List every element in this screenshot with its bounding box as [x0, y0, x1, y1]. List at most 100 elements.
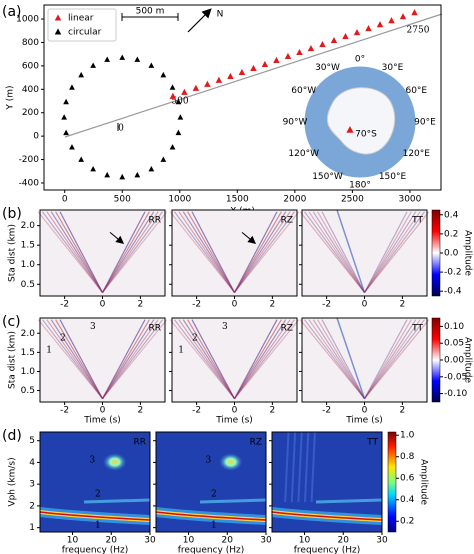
arrow [109, 231, 125, 244]
annotation: 3 [222, 322, 228, 332]
subplot: TT 10 20 30 frequency (Hz) [269, 431, 388, 554]
inset-site [346, 126, 354, 133]
x-tick-label: 30 [260, 536, 272, 546]
image [172, 318, 297, 402]
x-axis-label: frequency (Hz) [294, 546, 361, 554]
image [302, 318, 427, 402]
moveout [42, 319, 163, 400]
annotation: 500 m [136, 7, 165, 17]
station [181, 88, 188, 95]
annotation: 2 [95, 490, 101, 500]
station [148, 165, 155, 172]
moveout [182, 211, 287, 293]
inset-label: 180° [349, 181, 371, 191]
band [199, 498, 267, 504]
image [40, 210, 165, 296]
x-tick-label: 0 [100, 300, 106, 310]
x-tick-label: 2 [138, 406, 144, 416]
axes-frame [39, 431, 151, 533]
x-tick-label: 2000 [283, 195, 306, 205]
moveout [321, 319, 408, 399]
station [411, 9, 418, 16]
legend-label: linear [68, 14, 94, 24]
y-tick-label: 800 [22, 38, 39, 48]
annotation: 3 [90, 322, 96, 332]
station [119, 54, 126, 60]
inset-label: 0° [355, 55, 365, 65]
y-tick-label: 2.0 [21, 329, 36, 339]
x-tick-label: 2 [400, 300, 406, 310]
moveout [317, 319, 412, 399]
axes-frame [271, 431, 383, 533]
station [90, 165, 97, 172]
inset-continent [326, 87, 396, 155]
y-tick-label: 1.0 [21, 260, 36, 270]
moveout [312, 211, 417, 293]
subplot-title: RR [148, 216, 161, 226]
station [134, 56, 141, 62]
station [69, 144, 75, 150]
subplot: RZ -2 0 2 [169, 209, 300, 310]
x-tick-label: 10 [299, 536, 311, 546]
moveout [308, 211, 421, 293]
subplot-title: TT [411, 216, 423, 226]
y-tick-label: 0.5 [21, 386, 35, 396]
colorbar-tick-label: 0.6 [400, 474, 415, 484]
moveout [304, 211, 425, 293]
y-tick-label: -400 [19, 178, 40, 188]
station [148, 62, 155, 68]
x-axis-label: Time (s) [345, 416, 383, 426]
x-tick-label: 10 [183, 536, 195, 546]
colorbar-tick-label: 0.4 [400, 495, 415, 505]
y-tick-label: 3 [29, 480, 35, 490]
subplot: RR -2 0 2 0.5 1.0 1.5 2.0 [21, 209, 168, 310]
station [134, 171, 141, 178]
x-tick-label: -2 [192, 300, 201, 310]
y-tick-label: 1000 [16, 15, 39, 25]
dispersion-peak [271, 511, 383, 521]
station [169, 92, 177, 99]
axes-frame [43, 4, 442, 191]
x-tick-label: -2 [192, 406, 201, 416]
station [90, 62, 97, 68]
station [227, 72, 234, 79]
moveout [37, 211, 168, 293]
station [78, 156, 85, 162]
y-tick-label: 2.0 [21, 221, 36, 231]
station [61, 114, 68, 120]
station [296, 48, 303, 56]
x-tick-label: 0 [232, 300, 238, 310]
axes-frame [155, 431, 267, 533]
x-tick-label: -2 [60, 406, 69, 416]
y-axis-label: Sta dist (km) [8, 224, 18, 282]
moveout [321, 211, 408, 293]
x-tick-label: 10 [67, 536, 79, 546]
inset-label: 30°E [382, 63, 404, 73]
panel-label: (d) [2, 428, 22, 444]
moveout [191, 319, 278, 399]
y-tick-label: 400 [22, 85, 39, 95]
moveout [178, 211, 291, 293]
legend-marker [54, 28, 62, 35]
x-axis-label: Time (s) [215, 416, 253, 426]
annotation: N [217, 10, 224, 20]
annotation: 500 [171, 97, 188, 107]
station [342, 33, 349, 40]
annotation: 1 [178, 345, 184, 355]
blob [102, 453, 127, 471]
annotation: 1 [211, 521, 217, 531]
x-tick-label: 0 [232, 406, 238, 416]
inset-label: 150°W [312, 172, 343, 182]
x-tick-label: 1000 [168, 195, 191, 205]
moveout [304, 319, 425, 400]
x-tick-label: 2 [400, 406, 406, 416]
decor-a [64, 8, 443, 138]
colorbar-label: Amplitude [463, 230, 473, 277]
legend-label: circular [68, 28, 102, 38]
x-tick-label: 2500 [341, 195, 364, 205]
moveout [169, 211, 300, 293]
moveout [50, 211, 155, 293]
moveout [336, 317, 366, 399]
